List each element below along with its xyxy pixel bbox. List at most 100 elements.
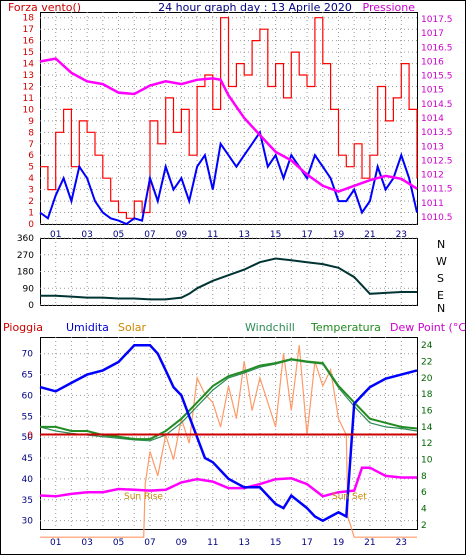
temperature-tick-label: 24	[421, 341, 433, 351]
x-tick-label: 21	[364, 538, 375, 548]
pressure-tick-label: 1012.5	[421, 156, 453, 166]
humidity-tick-label: 50	[22, 433, 34, 443]
direction-tick-label: 90	[23, 284, 35, 294]
humidity-label: Umidita	[66, 321, 109, 334]
wind-tick-label: 7	[28, 140, 34, 150]
humidity-tick-label: 30	[22, 517, 34, 527]
wind-tick-label: 8	[28, 128, 34, 138]
panel1-series	[39, 17, 418, 226]
pressure-tick-label: 1011.5	[421, 185, 453, 195]
compass-labels: N W S E N	[436, 238, 447, 315]
compass-n-bottom: N	[437, 302, 445, 315]
wind-tick-label: 1	[28, 209, 34, 219]
temperature-tick-label: 12	[421, 439, 432, 449]
wind-tick-label: 11	[23, 94, 34, 104]
wind-tick-label: 17	[23, 25, 34, 35]
pressure-tick-label: 1017.5	[421, 15, 453, 25]
pressure-tick-label: 1017	[421, 29, 444, 39]
wind-tick-label: 3	[28, 186, 34, 196]
temperature-tick-label: 8	[421, 472, 427, 482]
humidity-line	[39, 344, 418, 523]
graph-title: 24 hour graph day : 13 Aprile 2020	[158, 1, 352, 14]
x-tick-label: 21	[364, 230, 375, 240]
pressure-tick-label: 1014	[421, 114, 444, 124]
panel2-grid	[40, 237, 417, 306]
wind-tick-label: 12	[23, 82, 34, 92]
pressure-label: Pressione	[363, 1, 416, 14]
compass-w: W	[436, 255, 447, 268]
panel2-series	[40, 257, 417, 301]
sunset-label: Sun Set	[332, 492, 367, 502]
rain-label: Pioggia	[3, 321, 43, 334]
compass-n-top: N	[437, 238, 445, 251]
x-tick-label: 19	[333, 538, 345, 548]
pressure-tick-label: 1010.5	[421, 213, 453, 223]
humidity-tick-label: 40	[22, 475, 34, 485]
x-tick-label: 17	[301, 538, 312, 548]
pressure-tick-label: 1016.5	[421, 43, 453, 53]
x-tick-label: 09	[176, 538, 188, 548]
humidity-tick-label: 45	[22, 454, 33, 464]
wind-tick-label: 13	[23, 71, 34, 81]
pressure-tick-label: 1015	[421, 86, 444, 96]
temperature-label: Temperatura	[310, 321, 381, 334]
panel3-series	[39, 344, 418, 538]
wind-tick-label: 14	[23, 60, 35, 70]
wind-direction-line	[40, 257, 417, 301]
x-tick-label: 01	[50, 538, 61, 548]
wind-gust-line	[40, 17, 418, 219]
temperature-tick-label: 22	[421, 358, 432, 368]
sunrise-label: Sun Rise	[124, 492, 163, 502]
wind-tick-label: 15	[23, 48, 34, 58]
panel2-left-axis: 360 270 180 90 0	[17, 234, 34, 311]
dewpoint-line	[39, 466, 417, 498]
temperature-tick-label: 20	[421, 374, 433, 384]
panel3-grid	[40, 337, 417, 529]
wind-tick-label: 5	[28, 163, 34, 173]
pressure-tick-label: 1012	[421, 171, 444, 181]
x-tick-label: 23	[396, 538, 407, 548]
wind-tick-label: 4	[28, 174, 34, 184]
pressure-tick-label: 1014.5	[421, 100, 453, 110]
panel3-x-axis: 01 03 05 07 09 11 13 15 17 19 21 23	[50, 538, 407, 548]
x-tick-label: 07	[144, 230, 155, 240]
wind-average-line	[39, 129, 418, 226]
x-tick-label: 11	[207, 230, 218, 240]
x-tick-label: 19	[333, 230, 345, 240]
x-tick-label: 15	[270, 538, 281, 548]
humidity-tick-label: 60	[22, 391, 34, 401]
direction-tick-label: 180	[17, 268, 34, 278]
panel1-right-axis: 1010.5 1011 1011.5 1012 1012.5 1013 1013.5 1014…	[421, 15, 453, 223]
dewpoint-label: Dew Point (°C)	[390, 321, 466, 334]
panel1-x-axis: 01 03 05 07 09 11 13 15 17 19 21 23	[50, 230, 407, 240]
humidity-tick-label: 55	[22, 412, 33, 422]
solar-label: Solar	[118, 321, 147, 334]
x-tick-label: 09	[176, 230, 188, 240]
pressure-tick-label: 1011	[421, 199, 444, 209]
pressure-line	[39, 57, 418, 193]
wind-tick-label: 2	[28, 197, 34, 207]
compass-e: E	[437, 289, 444, 302]
x-tick-label: 03	[81, 230, 92, 240]
x-tick-label: 11	[207, 538, 218, 548]
humidity-tick-label: 65	[22, 371, 33, 381]
wind-tick-label: 9	[28, 117, 34, 127]
temperature-tick-label: 4	[421, 505, 427, 515]
windchill-label: Windchill	[245, 321, 295, 334]
wind-tick-label: 16	[23, 37, 35, 47]
direction-tick-label: 270	[17, 251, 34, 261]
x-tick-label: 07	[144, 538, 155, 548]
x-tick-label: 03	[81, 538, 92, 548]
x-tick-label: 23	[396, 230, 407, 240]
x-tick-label: 05	[113, 538, 124, 548]
humidity-tick-label: 35	[22, 496, 33, 506]
pressure-tick-label: 1015.5	[421, 72, 453, 82]
temperature-tick-label: 10	[421, 456, 433, 466]
pressure-tick-label: 1013	[421, 142, 444, 152]
x-tick-label: 01	[50, 230, 61, 240]
wind-tick-label: 10	[23, 105, 35, 115]
panel3-left-axis: 30 35 40 45 50 55 60 65 70	[22, 350, 34, 527]
